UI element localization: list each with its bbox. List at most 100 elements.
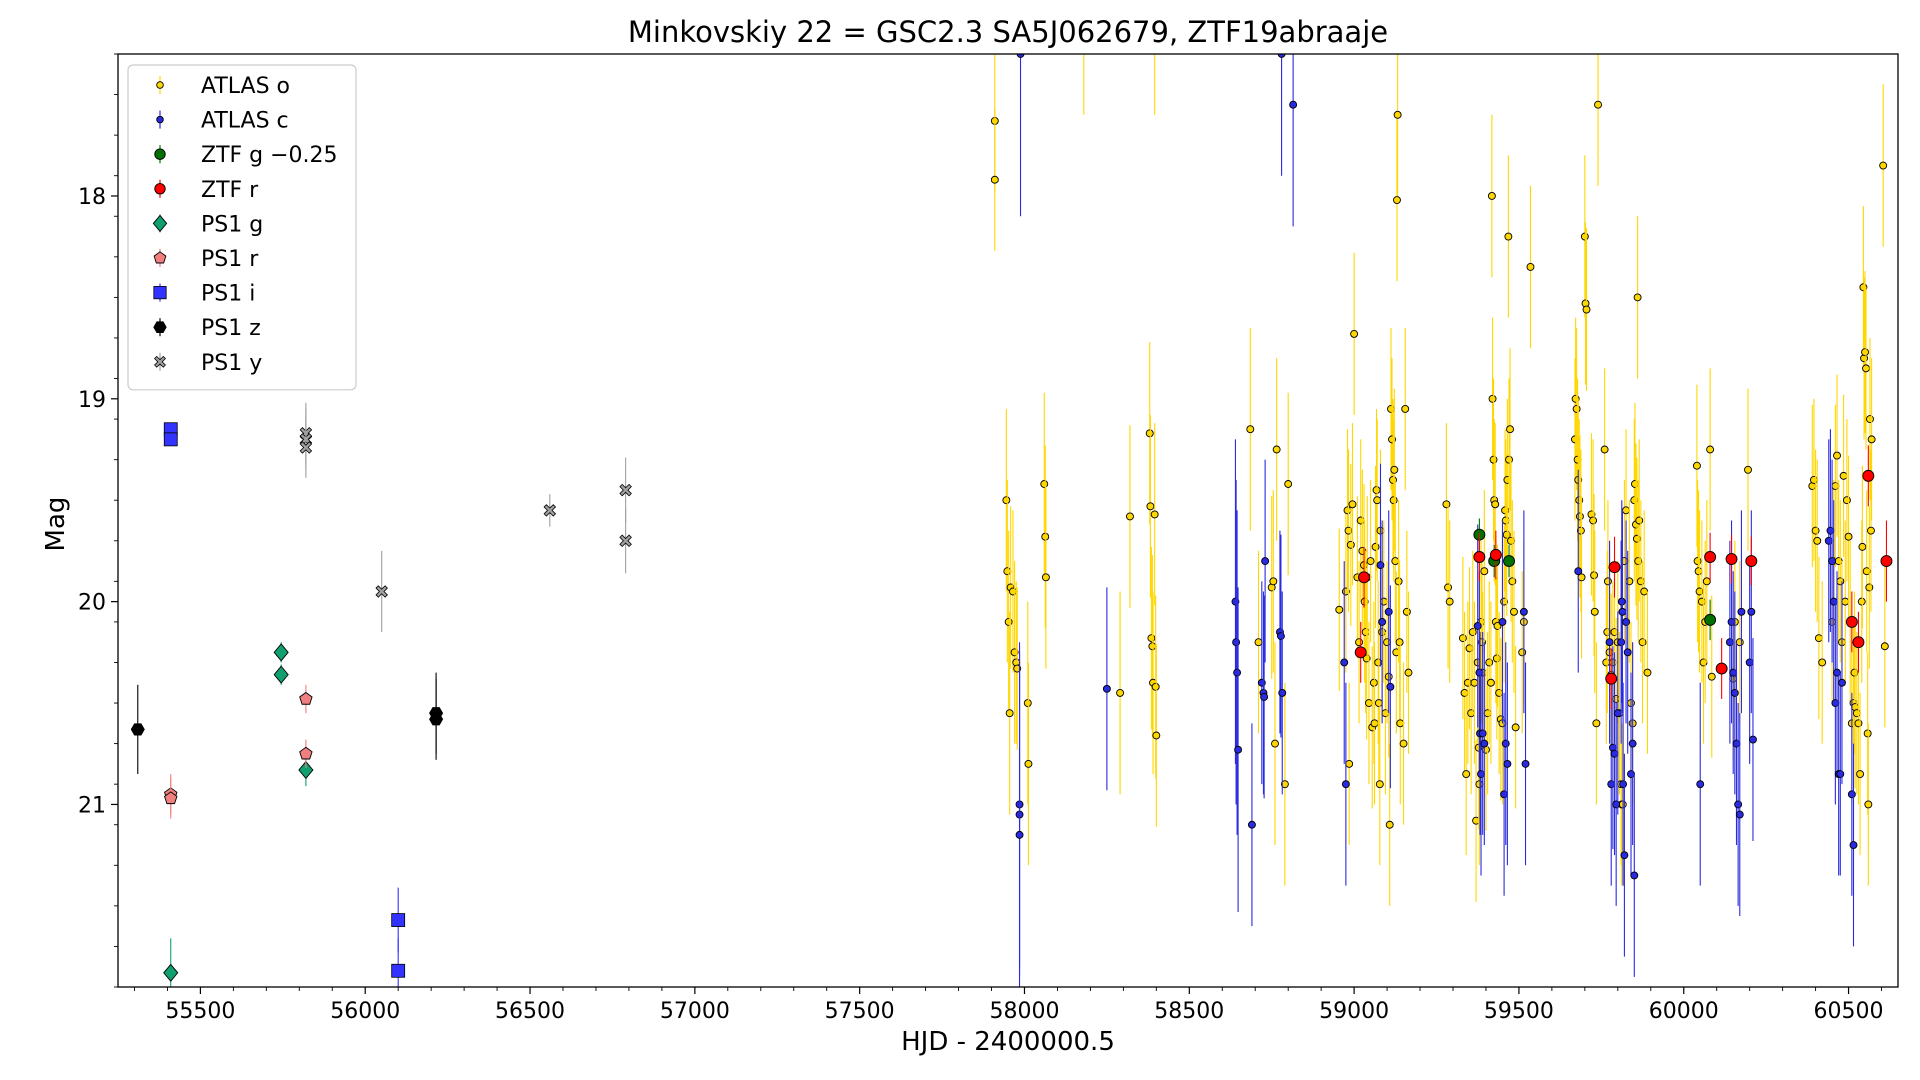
data-point bbox=[1590, 607, 1599, 616]
y-tick-label: 21 bbox=[78, 793, 106, 818]
data-point bbox=[1389, 496, 1398, 505]
data-point bbox=[1485, 658, 1494, 667]
data-point bbox=[1401, 404, 1410, 413]
legend-box bbox=[127, 64, 357, 391]
data-point bbox=[1148, 642, 1157, 651]
data-point bbox=[1445, 597, 1454, 606]
x-tick-label: 56000 bbox=[330, 999, 400, 1024]
series-8 bbox=[299, 402, 632, 633]
data-point bbox=[1857, 597, 1866, 606]
data-point bbox=[1375, 780, 1384, 789]
data-point bbox=[298, 760, 314, 780]
data-point bbox=[1468, 628, 1477, 637]
data-point bbox=[1590, 571, 1599, 580]
data-point bbox=[1341, 780, 1350, 789]
data-point bbox=[1622, 617, 1631, 626]
legend-label: PS1 r bbox=[201, 247, 259, 272]
data-point bbox=[1475, 668, 1484, 677]
legend-label: PS1 g bbox=[201, 212, 263, 237]
data-point bbox=[1272, 445, 1281, 454]
data-point bbox=[299, 691, 313, 705]
x-tick-label: 59500 bbox=[1484, 999, 1554, 1024]
data-point bbox=[1289, 100, 1298, 109]
data-point bbox=[1635, 516, 1644, 525]
data-point bbox=[1734, 800, 1743, 809]
data-point bbox=[619, 483, 632, 497]
data-point bbox=[1607, 780, 1616, 789]
data-point bbox=[1839, 471, 1848, 480]
series-4 bbox=[163, 642, 314, 987]
data-point bbox=[1865, 583, 1874, 592]
data-point bbox=[1013, 664, 1022, 673]
data-point bbox=[1488, 394, 1497, 403]
data-point bbox=[1390, 465, 1399, 474]
data-point bbox=[1277, 54, 1286, 58]
data-point bbox=[1630, 871, 1639, 880]
x-axis: 55500 56000 56500 57000 57500 58000 58500 59000… bbox=[134, 987, 1884, 1024]
data-point bbox=[1394, 577, 1403, 586]
data-point bbox=[1519, 607, 1528, 616]
data-point bbox=[1023, 699, 1032, 707]
series-6 bbox=[163, 422, 406, 987]
data-point bbox=[1610, 749, 1619, 758]
data-point bbox=[1697, 597, 1706, 606]
data-point bbox=[1384, 607, 1393, 616]
series-5 bbox=[164, 684, 313, 819]
data-point bbox=[1838, 678, 1846, 687]
data-point bbox=[1612, 695, 1621, 703]
data-point bbox=[1833, 451, 1841, 460]
data-point bbox=[1831, 482, 1840, 490]
data-point bbox=[1880, 555, 1893, 568]
legend-label: PS1 y bbox=[201, 351, 262, 376]
data-point bbox=[1366, 557, 1375, 566]
data-point bbox=[1574, 567, 1583, 576]
data-point bbox=[299, 441, 313, 454]
legend-marker bbox=[153, 321, 167, 333]
data-point bbox=[1503, 555, 1515, 568]
data-point bbox=[1480, 567, 1489, 576]
data-point bbox=[1444, 583, 1453, 592]
data-point bbox=[1462, 770, 1471, 778]
data-point bbox=[1858, 542, 1867, 551]
data-point bbox=[1465, 644, 1474, 653]
x-tick-label: 56500 bbox=[495, 999, 565, 1024]
data-point bbox=[619, 534, 632, 548]
data-point bbox=[1727, 617, 1736, 626]
data-point bbox=[1510, 607, 1518, 616]
data-point bbox=[1594, 100, 1602, 109]
data-point bbox=[1633, 293, 1642, 302]
data-point bbox=[1503, 759, 1512, 768]
legend-label: PS1 i bbox=[201, 282, 255, 307]
data-point bbox=[1610, 628, 1619, 637]
data-point bbox=[1008, 587, 1017, 596]
legend-marker bbox=[156, 81, 164, 89]
data-point bbox=[1371, 542, 1380, 551]
data-point bbox=[1863, 729, 1872, 738]
data-point bbox=[1260, 693, 1269, 701]
data-point bbox=[1467, 709, 1476, 718]
data-point bbox=[1612, 800, 1621, 809]
data-point bbox=[1826, 526, 1835, 535]
data-point bbox=[273, 643, 289, 662]
data-point bbox=[1600, 445, 1609, 454]
data-point bbox=[1856, 770, 1865, 778]
data-point bbox=[1715, 662, 1728, 675]
data-point bbox=[391, 913, 406, 927]
data-point bbox=[1811, 526, 1820, 535]
legend-label: PS1 z bbox=[201, 316, 261, 341]
data-point bbox=[1867, 526, 1875, 535]
data-point bbox=[391, 963, 406, 978]
data-point bbox=[1473, 622, 1482, 630]
data-point bbox=[1844, 532, 1853, 541]
data-point bbox=[163, 432, 178, 447]
data-point bbox=[1842, 496, 1851, 505]
x-tick-label: 59000 bbox=[1319, 999, 1389, 1024]
x-tick-label: 57000 bbox=[660, 999, 730, 1024]
data-point bbox=[1383, 638, 1392, 647]
data-point bbox=[1370, 719, 1379, 728]
data-point bbox=[1643, 668, 1652, 677]
data-point bbox=[1460, 688, 1469, 697]
data-point bbox=[1749, 735, 1757, 744]
data-point bbox=[1147, 634, 1156, 643]
